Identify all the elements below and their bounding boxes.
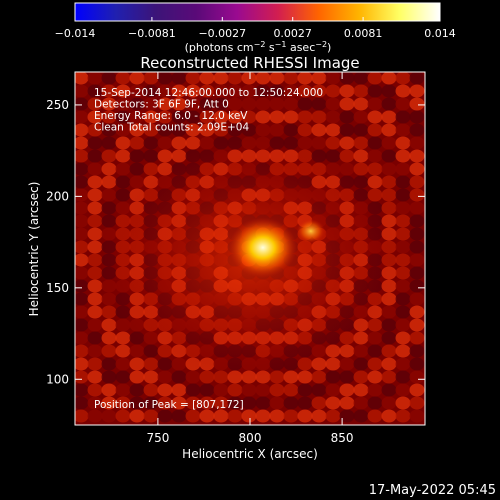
colorbar-tick-label: −0.014 [55,27,96,40]
annotation-line: Detectors: 3F 6F 9F, Att 0 [94,99,229,111]
unit-part-6: ) [327,41,331,54]
render-timestamp: 17-May-2022 05:45 [369,483,496,498]
colorbar-tick-label: −0.0081 [128,27,176,40]
annotation-line: 15-Sep-2014 12:46:00.000 to 12:50:24.000 [94,87,323,99]
x-axis-label: Heliocentric X (arcsec) [182,447,318,461]
colorbar-unit-label: (photons cm−2 s−1 asec−2) [185,40,332,54]
colorbar-tick-label: 0.0081 [344,27,383,40]
colorbar-ticks: −0.014 −0.0081 −0.0027 0.0027 0.0081 0.014 [55,17,456,40]
observation-annotations: 15-Sep-2014 12:46:00.000 to 12:50:24.000… [94,87,323,134]
colorbar-tick-label: −0.0027 [198,27,246,40]
y-tick-label: 200 [46,189,69,203]
colorbar [74,2,441,22]
image-area [75,72,425,425]
peak-position-label: Position of Peak = [807,172] [94,399,244,411]
y-axis-label: Heliocentric Y (arcsec) [27,182,41,317]
y-axis-ticks: 100 150 200 250 [46,98,425,386]
unit-part-4: asec [286,41,315,54]
unit-part-3: −1 [275,40,287,49]
colorbar-tick-label: 0.0027 [273,27,312,40]
annotation-line: Clean Total counts: 2.09E+04 [94,122,249,134]
chart-title: Reconstructed RHESSI Image [140,54,359,72]
annotation-line: Energy Range: 6.0 - 12.0 keV [94,110,248,122]
x-axis-ticks: 750 800 850 [146,72,354,445]
y-tick-label: 250 [46,98,69,112]
colorbar-tick-label: 0.014 [424,27,456,40]
unit-part-1: −2 [254,40,266,49]
unit-part-0: (photons cm [185,41,254,54]
x-tick-label: 800 [239,431,262,445]
x-tick-label: 850 [331,431,354,445]
unit-part-2: s [265,41,274,54]
x-tick-label: 750 [146,431,169,445]
y-tick-label: 150 [46,281,69,295]
flare-peak-source [228,217,297,278]
unit-part-5: −2 [315,40,327,49]
y-tick-label: 100 [46,372,69,386]
secondary-source [296,219,325,244]
